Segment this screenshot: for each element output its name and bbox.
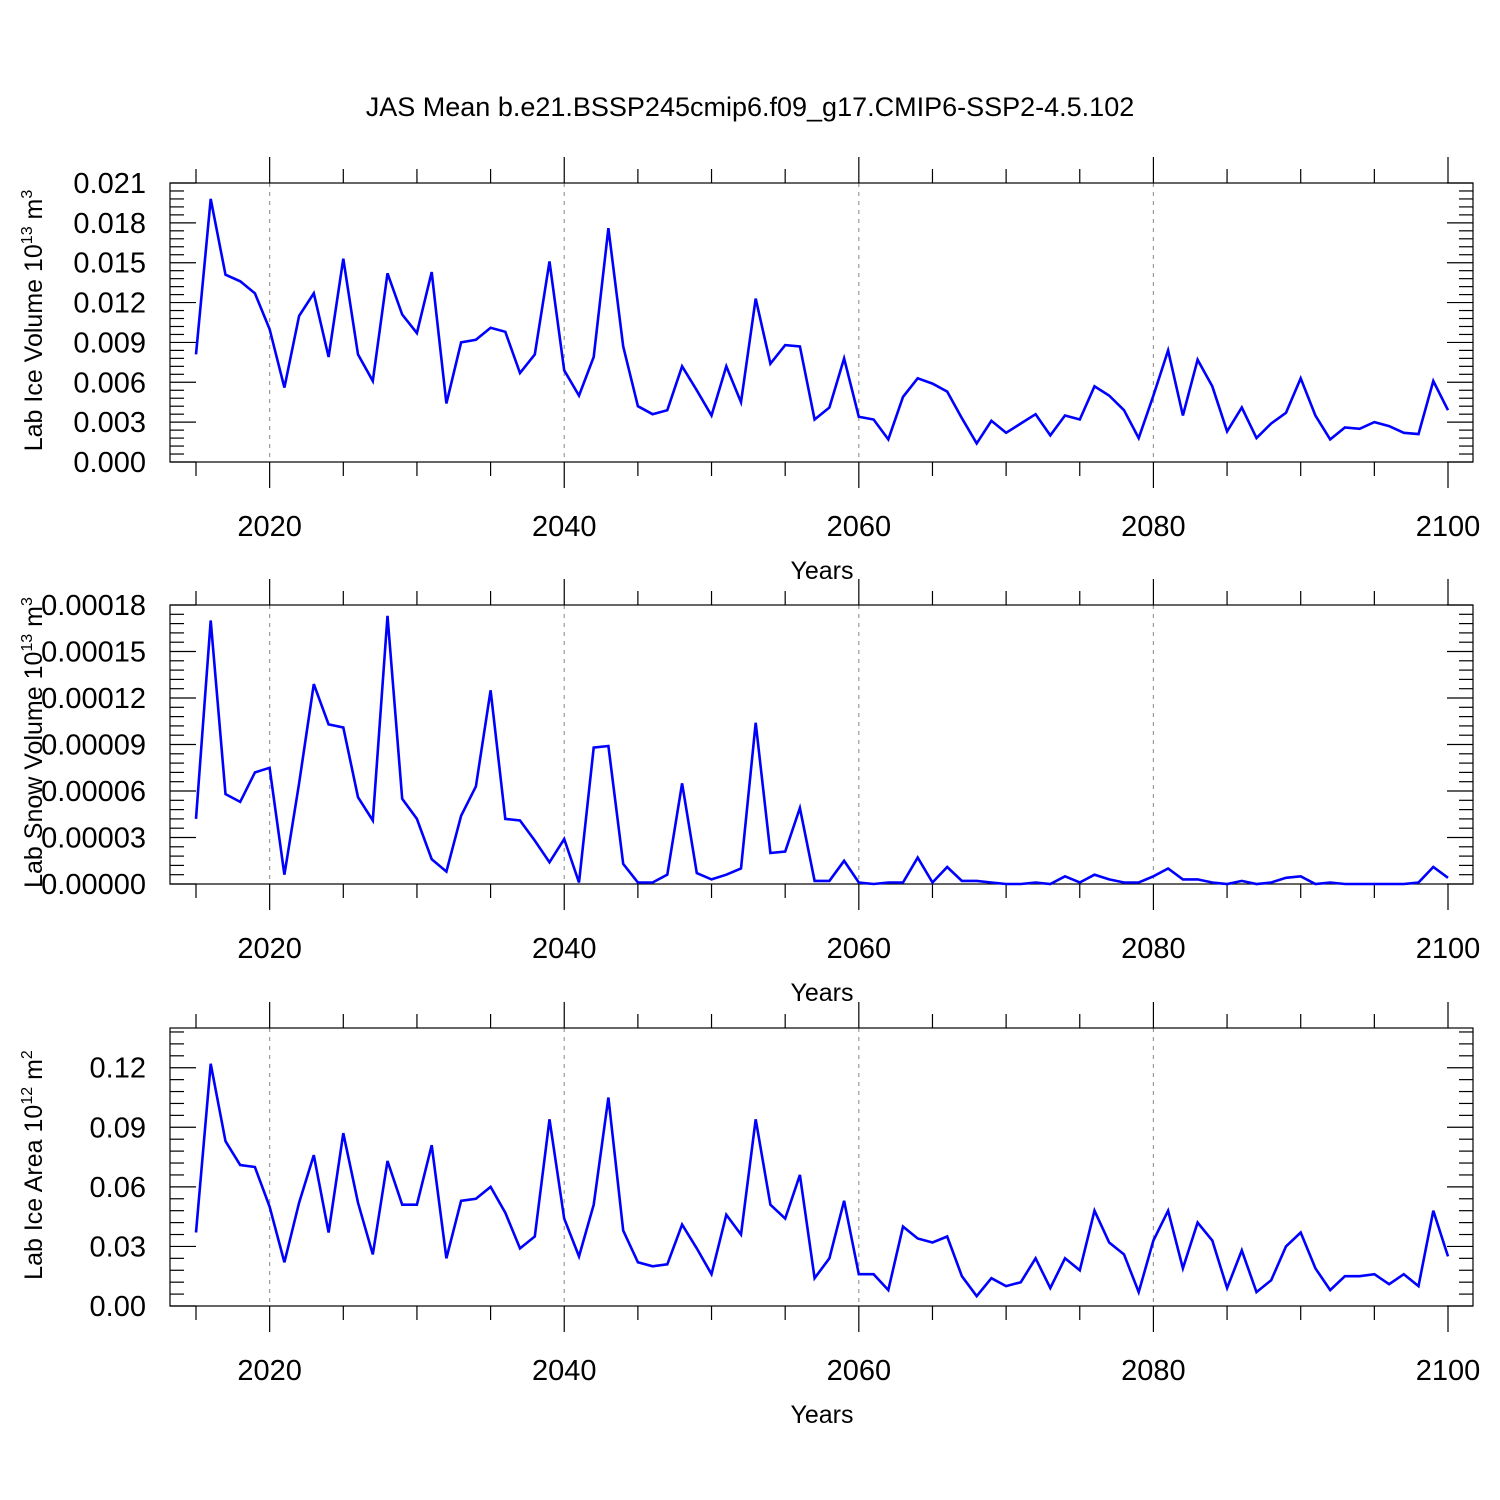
y-tick-label: 0.00015 <box>41 637 146 669</box>
x-tick-label: 2100 <box>1416 933 1481 965</box>
x-tick-label: 2060 <box>827 1355 892 1387</box>
x-tick-label: 2080 <box>1121 511 1186 543</box>
y-tick-label: 0.018 <box>73 208 146 240</box>
x-axis-label: Years <box>790 1401 853 1429</box>
x-tick-label: 2080 <box>1121 1355 1186 1387</box>
y-tick-label: 0.00009 <box>41 730 146 762</box>
chart-panel-2: 2020 2040 2060 2080 2100 Years 0.00000 0.00003 0… <box>19 579 1480 1007</box>
chart-panel-1: 2020 2040 2060 2080 2100 Years 0.000 0.003 0.006… <box>19 157 1480 585</box>
y-tick-label: 0.015 <box>73 248 146 280</box>
y-tick-label: 0.009 <box>73 327 146 359</box>
x-axis-label: Years <box>790 979 853 1007</box>
x-tick-label: 2040 <box>532 511 597 543</box>
x-tick-label: 2040 <box>532 933 597 965</box>
series-line <box>194 615 1449 886</box>
x-tick-label: 2020 <box>237 933 302 965</box>
y-tick-label: 0.00018 <box>41 590 146 622</box>
x-tick-label: 2100 <box>1416 511 1481 543</box>
y-axis-label: Lab Snow Volume 1013 m3 <box>19 597 48 888</box>
y-axis-label: Lab Ice Volume 1013 m3 <box>19 190 48 452</box>
figure-title: JAS Mean b.e21.BSSP245cmip6.f09_g17.CMIP… <box>365 92 1135 122</box>
plot-frame <box>169 1027 1474 1307</box>
series-line <box>194 1063 1450 1299</box>
plot-frame <box>169 182 1474 463</box>
y-tick-label: 0.012 <box>73 288 146 320</box>
y-tick-label: 0.000 <box>73 447 146 479</box>
series-line <box>194 198 1450 446</box>
y-tick-label: 0.003 <box>73 407 146 439</box>
y-tick-label: 0.12 <box>90 1053 146 1085</box>
y-tick-label: 0.00012 <box>41 683 146 715</box>
x-axis-label: Years <box>790 557 853 585</box>
y-tick-label: 0.00003 <box>41 823 146 855</box>
x-tick-label: 2100 <box>1416 1355 1481 1387</box>
y-tick-label: 0.00006 <box>41 776 146 808</box>
x-tick-label: 2060 <box>827 933 892 965</box>
y-tick-label: 0.06 <box>90 1172 146 1204</box>
y-tick-label: 0.00000 <box>41 869 146 901</box>
x-tick-label: 2040 <box>532 1355 597 1387</box>
y-axis-label: Lab Ice Area 1012 m2 <box>19 1050 48 1280</box>
x-tick-label: 2060 <box>827 511 892 543</box>
y-tick-label: 0.006 <box>73 367 146 399</box>
y-tick-label: 0.09 <box>90 1112 146 1144</box>
plot-frame <box>169 604 1474 885</box>
y-tick-label: 0.021 <box>73 168 146 200</box>
y-tick-label: 0.00 <box>90 1291 146 1323</box>
y-tick-label: 0.03 <box>90 1231 146 1263</box>
chart-panel-3: 2020 2040 2060 2080 2100 Years 0.00 0.03 0.06 0.0… <box>19 1002 1480 1429</box>
x-tick-label: 2020 <box>237 1355 302 1387</box>
x-tick-label: 2020 <box>237 511 302 543</box>
x-tick-label: 2080 <box>1121 933 1186 965</box>
